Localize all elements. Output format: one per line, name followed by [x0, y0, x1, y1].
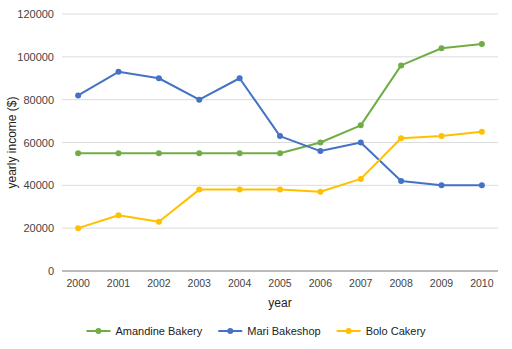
series-marker — [398, 62, 404, 68]
x-tick-label: 2007 — [349, 277, 373, 289]
legend-item: Bolo Cakery — [337, 325, 426, 337]
series-marker — [479, 129, 485, 135]
x-tick-label: 2002 — [147, 277, 171, 289]
y-tick-label: 60000 — [23, 137, 54, 149]
legend-marker — [227, 328, 233, 334]
legend-item: Mari Bakeshop — [218, 325, 320, 337]
grid-line — [62, 14, 498, 15]
plot-data — [75, 41, 485, 231]
series-marker — [277, 150, 283, 156]
x-tick-label: 2005 — [268, 277, 292, 289]
x-axis — [62, 271, 498, 272]
series-marker — [156, 75, 162, 81]
series-marker — [156, 150, 162, 156]
series-marker — [438, 182, 444, 188]
grid — [62, 14, 498, 271]
grid-line — [62, 99, 498, 100]
x-tick-label: 2010 — [470, 277, 494, 289]
x-tick-labels: 2000 2001 2002 2003 2004 2005 2006 2007 2008 2009… — [66, 277, 493, 289]
legend-label: Mari Bakeshop — [247, 325, 320, 337]
series-marker — [277, 187, 283, 193]
series-marker — [75, 92, 81, 98]
series-marker — [75, 225, 81, 231]
chart: 0200004000060000800001000001200002000200… — [0, 0, 512, 349]
y-tick-label: 80000 — [23, 94, 54, 106]
series-marker — [398, 178, 404, 184]
y-axis-label: yearly income ($) — [5, 96, 19, 188]
x-tick-label: 2003 — [188, 277, 212, 289]
x-axis-label: year — [268, 296, 291, 310]
series-marker — [358, 176, 364, 182]
series-marker — [196, 187, 202, 193]
series-marker — [317, 140, 323, 146]
series-marker — [438, 45, 444, 51]
series-marker — [196, 150, 202, 156]
legend-label: Bolo Cakery — [366, 325, 426, 337]
series-marker — [317, 189, 323, 195]
series-marker — [358, 122, 364, 128]
series-marker — [398, 135, 404, 141]
x-tick-label: 2006 — [309, 277, 333, 289]
legend-marker — [95, 328, 101, 334]
grid-line — [62, 228, 498, 229]
x-tick-label: 2001 — [107, 277, 131, 289]
series-marker — [237, 150, 243, 156]
series-marker — [358, 140, 364, 146]
legend-label: Amandine Bakery — [115, 325, 202, 337]
legend-item: Amandine Bakery — [86, 325, 202, 337]
series-marker — [116, 69, 122, 75]
grid-line — [62, 271, 498, 272]
series-marker — [196, 97, 202, 103]
x-tick-label: 2008 — [389, 277, 413, 289]
series-marker — [317, 148, 323, 154]
x-tick-label: 2009 — [430, 277, 454, 289]
grid-line — [62, 142, 498, 143]
y-tick-labels: 0 20000 40000 60000 80000 100000 120000 — [17, 8, 54, 277]
series-marker — [156, 219, 162, 225]
series-line — [78, 132, 482, 228]
legend-marker — [346, 328, 352, 334]
y-tick-label: 120000 — [17, 8, 54, 20]
series-marker — [237, 75, 243, 81]
legend: Amandine Bakery Mari Bakeshop Bolo Cakery — [86, 325, 426, 337]
series-line — [78, 72, 482, 186]
series-marker — [479, 182, 485, 188]
series-marker — [75, 150, 81, 156]
series-marker — [438, 133, 444, 139]
y-tick-label: 40000 — [23, 179, 54, 191]
series-marker — [479, 41, 485, 47]
x-tick-label: 2000 — [66, 277, 90, 289]
y-tick-label: 20000 — [23, 222, 54, 234]
y-tick-label: 100000 — [17, 51, 54, 63]
series-marker — [116, 150, 122, 156]
y-tick-label: 0 — [48, 265, 54, 277]
grid-line — [62, 56, 498, 57]
series-marker — [277, 133, 283, 139]
series-marker — [237, 187, 243, 193]
x-tick-label: 2004 — [228, 277, 252, 289]
series-marker — [116, 212, 122, 218]
